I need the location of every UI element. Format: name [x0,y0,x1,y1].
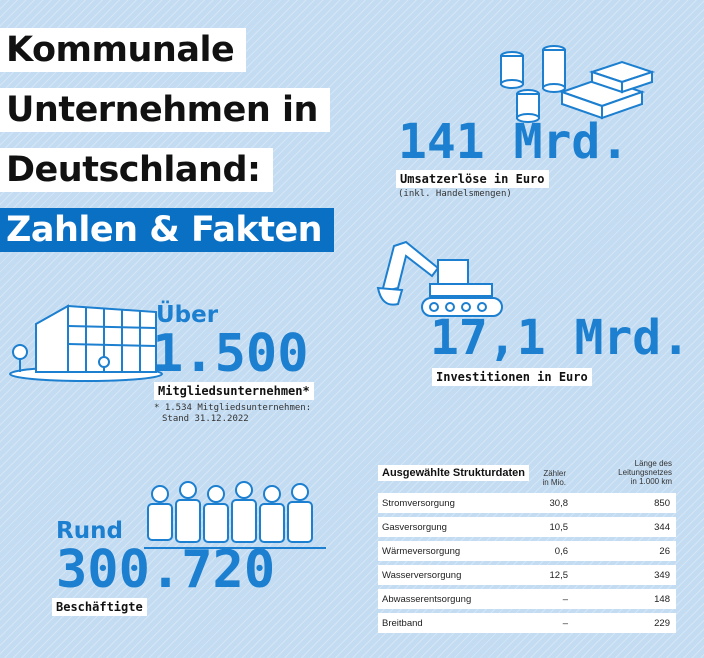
revenue-note: (inkl. Handelsmengen) [398,189,512,199]
row-name: Wasserversorgung [382,569,462,581]
row-name: Abwasserentsorgung [382,593,472,605]
row-length: 349 [654,569,670,581]
employees-label: Beschäftigte [52,598,147,616]
col-header-length-line3: in 1.000 km [630,477,672,486]
table-title: Ausgewählte Strukturdaten [378,465,530,481]
table-row: Wärmeversorgung 0,6 26 [378,541,676,561]
col-header-length-line2: Leitungsnetzes [618,468,672,477]
col-header-count-line1: Zähler [543,469,566,478]
table-row: Wasserversorgung 12,5 349 [378,565,676,585]
title-line-3: Deutschland: [0,148,273,192]
title-line-1: Kommunale [0,28,247,72]
coins-and-banknotes-icon [500,45,656,123]
row-count: – [562,617,568,629]
table-row: Stromversorgung 30,8 850 [378,493,676,513]
row-count: 0,6 [554,545,568,557]
row-count: – [562,593,568,605]
title-line-4: Zahlen & Fakten [0,208,335,252]
table-row: Gasversorgung 10,5 344 [378,517,676,537]
members-prefix: Über [156,302,219,328]
row-length: 148 [654,593,670,605]
revenue-label: Umsatzerlöse in Euro [396,170,549,188]
investments-label: Investitionen in Euro [432,368,592,386]
table-row: Breitband – 229 [378,613,676,633]
row-length: 344 [654,521,670,533]
row-count: 10,5 [549,521,569,533]
revenue-value: 141 Mrd. [398,114,630,170]
row-length: 26 [659,545,670,557]
excavator-icon [376,240,503,317]
title-line-2: Unternehmen in [0,88,330,132]
table-header: Ausgewählte Strukturdaten Zähler in Mio.… [378,459,676,489]
office-building-icon [9,304,163,382]
table-row: Abwasserentsorgung – 148 [378,589,676,609]
col-header-count: Zähler in Mio. [542,469,566,487]
col-header-count-line2: in Mio. [542,478,566,487]
members-note-line1: * 1.534 Mitgliedsunternehmen: [154,403,312,413]
row-length: 850 [654,497,670,509]
row-count: 30,8 [549,497,569,509]
members-label: Mitgliedsunternehmen* [154,382,314,400]
group-of-people-icon [144,481,326,549]
investments-value: 17,1 Mrd. [430,310,691,366]
employees-value: 300.720 [56,540,276,600]
members-note-line2: Stand 31.12.2022 [162,414,249,424]
members-value: 1.500 [152,324,309,384]
row-name: Wärmeversorgung [382,545,461,557]
row-count: 12,5 [549,569,569,581]
row-name: Gasversorgung [382,521,447,533]
row-length: 229 [654,617,670,629]
row-name: Stromversorgung [382,497,455,509]
row-name: Breitband [382,617,423,629]
col-header-length: Länge des Leitungsnetzes in 1.000 km [618,459,672,486]
col-header-length-line1: Länge des [634,459,672,468]
employees-prefix: Rund [56,518,123,544]
structure-data-table: Ausgewählte Strukturdaten Zähler in Mio.… [378,459,676,633]
